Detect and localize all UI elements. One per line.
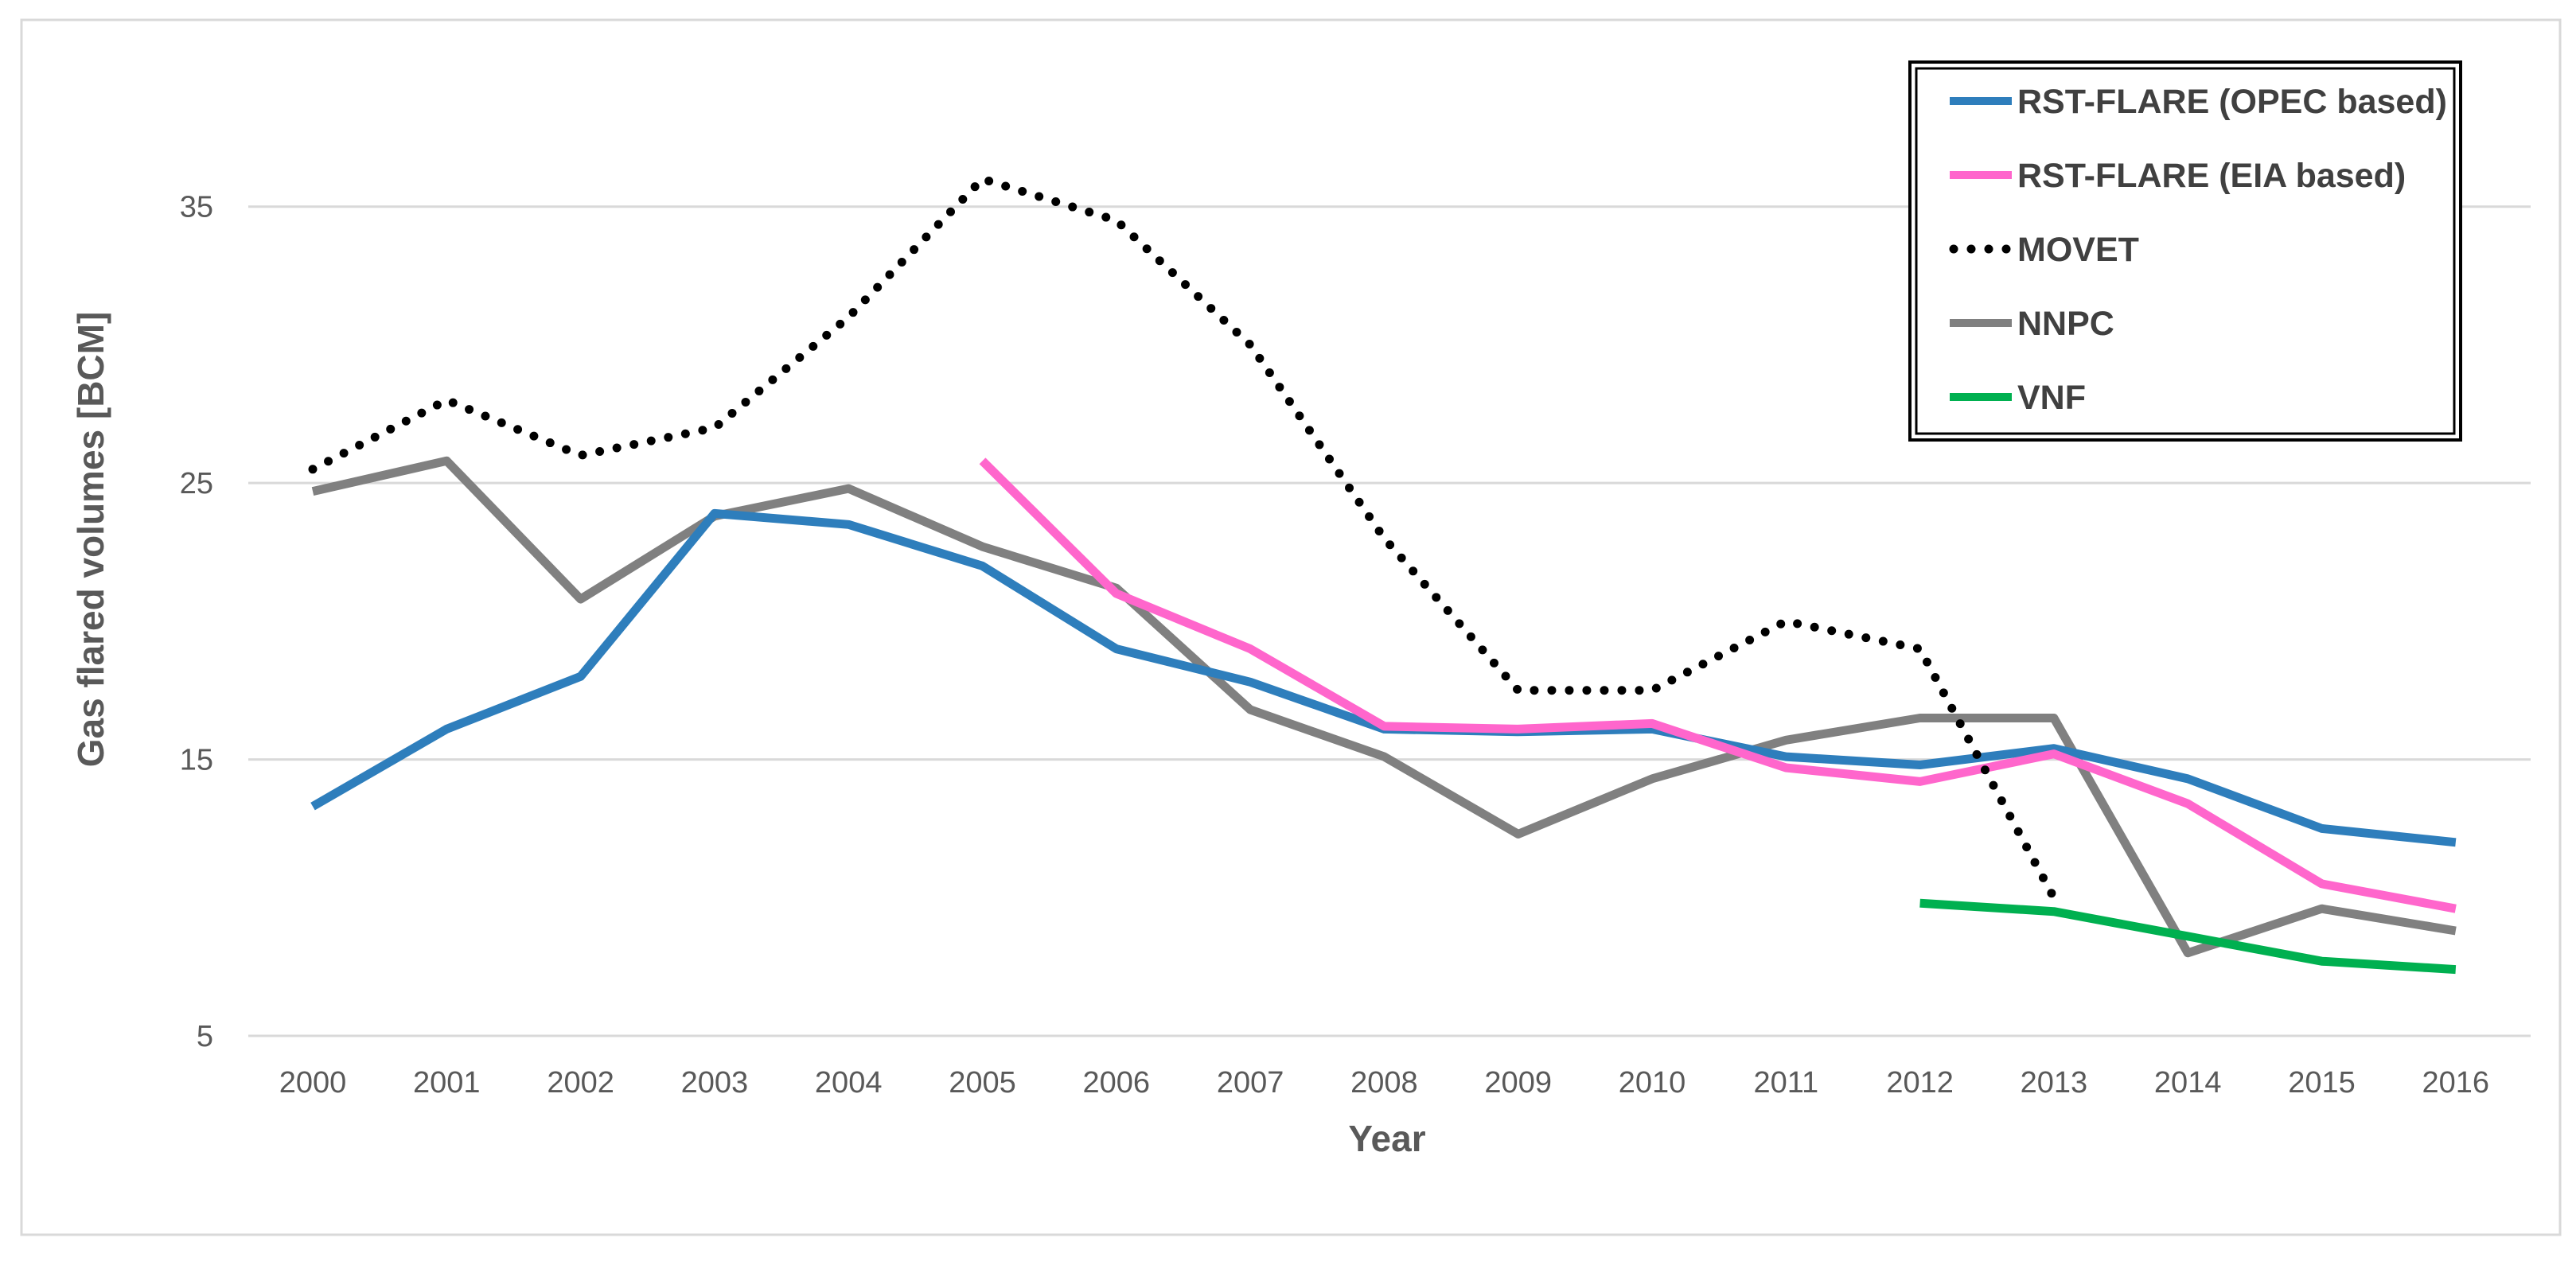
series-line-nnpc bbox=[311, 456, 2457, 958]
series-line-movet bbox=[308, 174, 2059, 902]
x-tick-label-2016: 2016 bbox=[2422, 1066, 2490, 1099]
x-tick-label-2014: 2014 bbox=[2154, 1066, 2222, 1099]
x-tick-label-2005: 2005 bbox=[949, 1066, 1016, 1099]
y-axis-title: Gas flared volumes [BCM] bbox=[70, 312, 111, 768]
series-line-vnf bbox=[1919, 898, 2457, 975]
x-tick-label-2015: 2015 bbox=[2288, 1066, 2356, 1099]
series-lines bbox=[308, 174, 2457, 975]
x-axis-title: Year bbox=[1348, 1118, 1425, 1159]
x-tick-label-2004: 2004 bbox=[815, 1066, 883, 1099]
y-tick-label-15: 15 bbox=[180, 744, 213, 777]
legend-frame-inner bbox=[1915, 67, 2456, 435]
x-tick-label-2010: 2010 bbox=[1619, 1066, 1686, 1099]
x-tick-label-2002: 2002 bbox=[547, 1066, 614, 1099]
legend-label-rst-flare-opec-based: RST-FLARE (OPEC based) bbox=[2017, 83, 2447, 121]
y-tick-label-35: 35 bbox=[180, 191, 213, 224]
x-tick-label-2003: 2003 bbox=[681, 1066, 749, 1099]
legend: RST-FLARE (OPEC based) RST-FLARE (EIA bas… bbox=[1908, 60, 2462, 442]
x-tick-label-2012: 2012 bbox=[1886, 1066, 1954, 1099]
x-tick-label-2006: 2006 bbox=[1083, 1066, 1151, 1099]
legend-label-vnf: VNF bbox=[2017, 379, 2086, 417]
x-tick-label-2001: 2001 bbox=[413, 1066, 481, 1099]
x-tick-labels: 2000 2001 2002 2003 2004 2005 2006 2007 2008 2009… bbox=[279, 1066, 2489, 1099]
legend-label-movet: MOVET bbox=[2017, 231, 2139, 269]
series-line-rst-flare-eia-based bbox=[979, 457, 2457, 913]
x-tick-label-2011: 2011 bbox=[1753, 1066, 1818, 1099]
y-tick-label-5: 5 bbox=[197, 1020, 213, 1053]
y-tick-labels: 5 15 25 35 bbox=[180, 191, 213, 1053]
x-tick-label-2007: 2007 bbox=[1217, 1066, 1284, 1099]
legend-frame-outer bbox=[1908, 60, 2462, 442]
x-tick-label-2008: 2008 bbox=[1350, 1066, 1418, 1099]
legend-label-rst-flare-eia-based: RST-FLARE (EIA based) bbox=[2017, 157, 2406, 195]
x-tick-label-2009: 2009 bbox=[1484, 1066, 1552, 1099]
x-tick-label-2013: 2013 bbox=[2021, 1066, 2088, 1099]
legend-label-nnpc: NNPC bbox=[2017, 305, 2114, 343]
y-tick-label-25: 25 bbox=[180, 467, 213, 500]
x-tick-label-2000: 2000 bbox=[279, 1066, 347, 1099]
